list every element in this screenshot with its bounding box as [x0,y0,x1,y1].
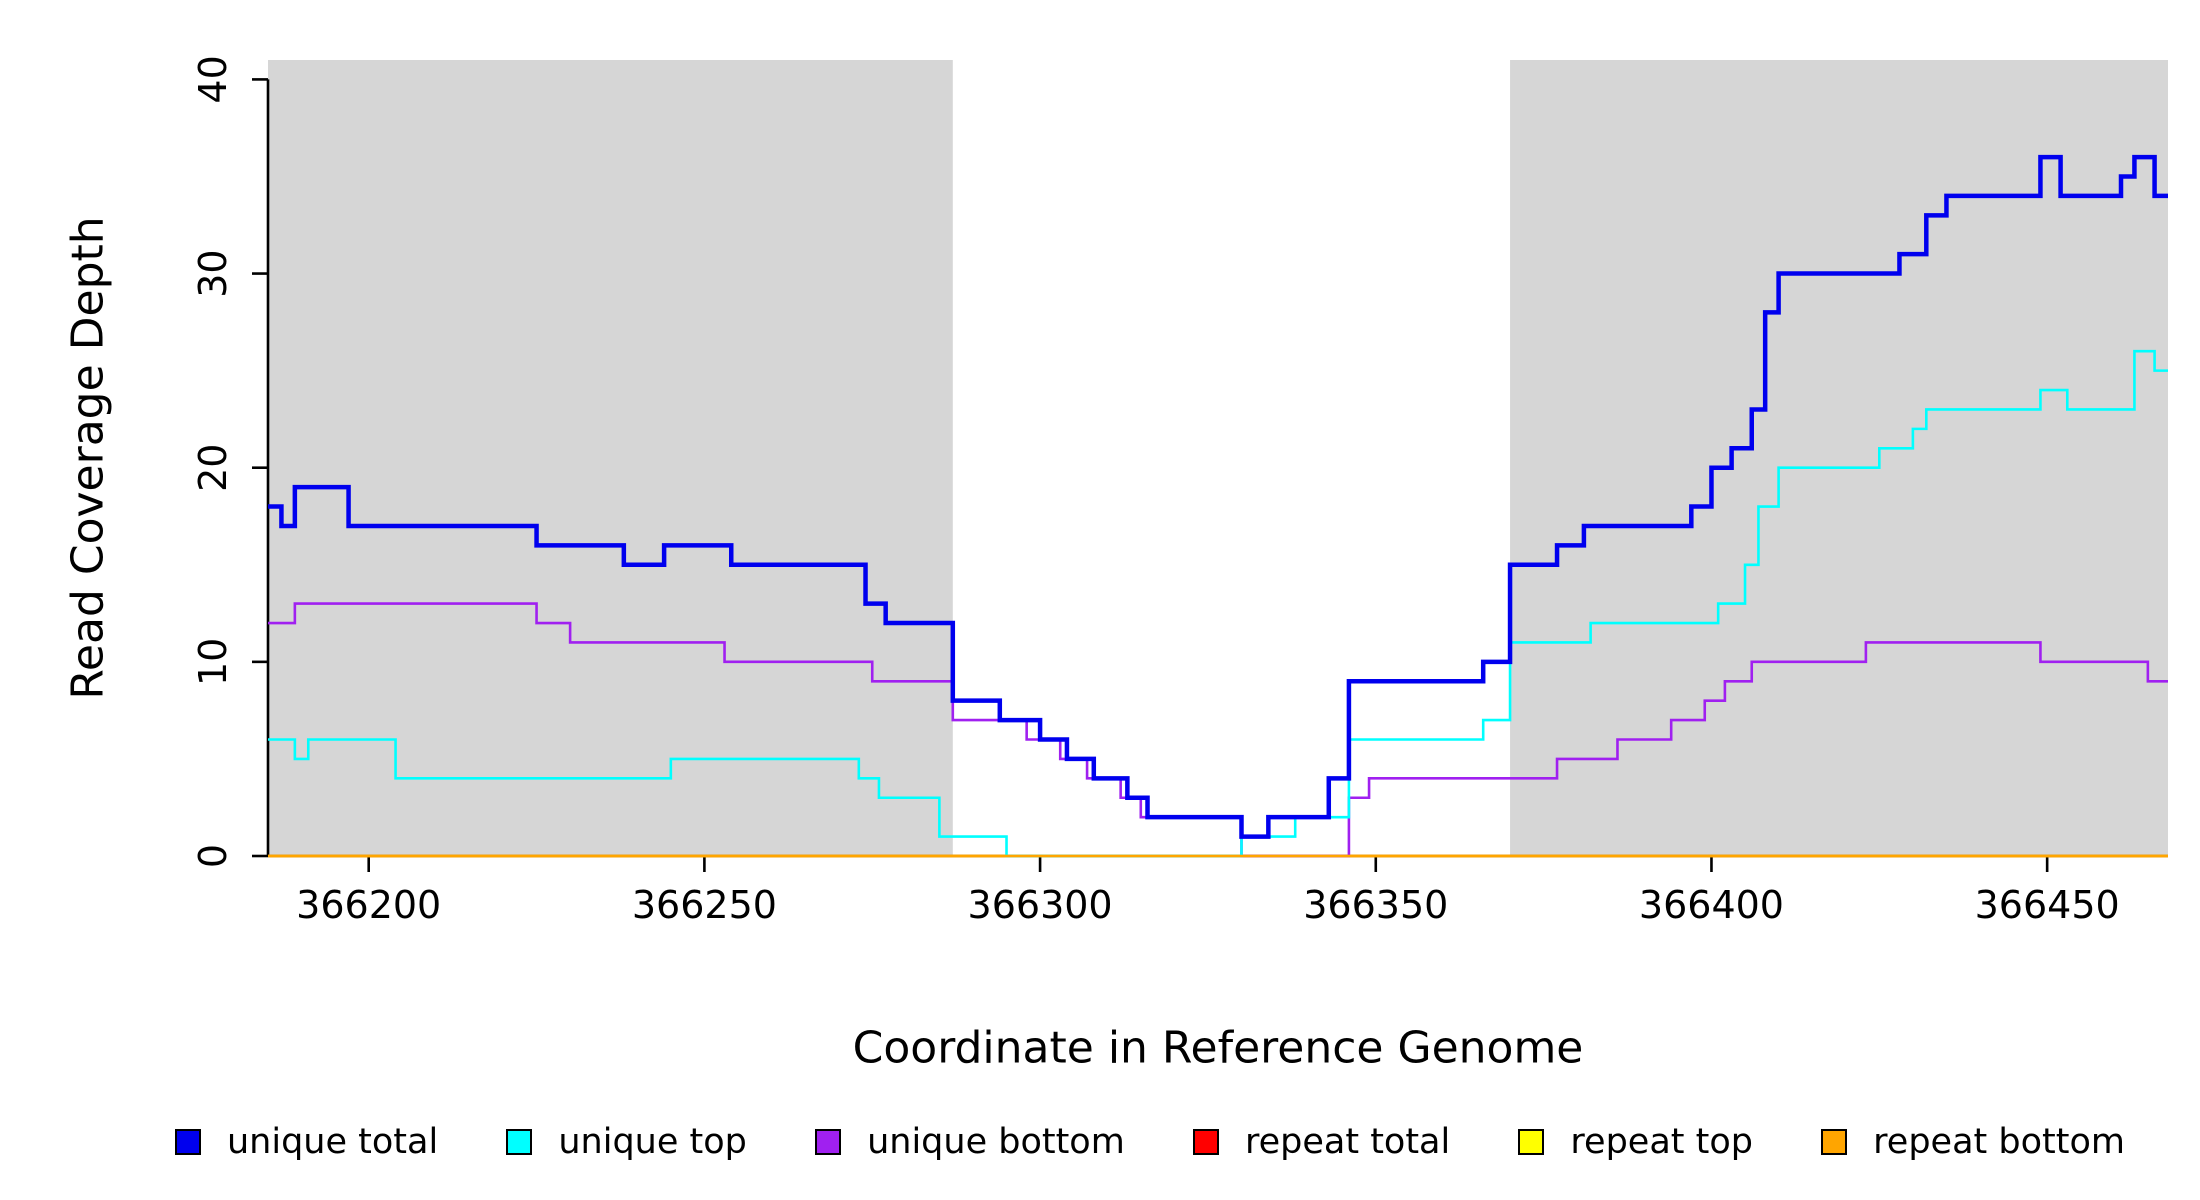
x-axis-title: Coordinate in Reference Genome [852,1022,1584,1074]
legend-item-repeat-top: repeat top [1518,1122,1753,1162]
y-tick-label: 40 [191,55,235,103]
legend-item-unique-total: unique total [175,1122,438,1162]
legend-swatch-repeat-total [1193,1129,1219,1155]
x-tick-label: 366250 [632,883,777,927]
x-tick-label: 366350 [1303,883,1448,927]
legend-swatch-unique-top [506,1129,533,1155]
series-unique-top [268,349,2168,858]
legend-item-unique-top: unique top [506,1122,747,1162]
legend-swatch-unique-bottom [815,1129,842,1155]
legend: unique total unique top unique bottom repea… [0,1122,2200,1162]
x-tick-label: 366300 [968,883,1113,927]
x-tick-label: 366400 [1639,883,1784,927]
legend-label: unique bottom [867,1122,1125,1162]
legend-label: repeat total [1245,1122,1451,1162]
legend-item-unique-bottom: unique bottom [815,1122,1125,1162]
shaded-region [268,60,953,856]
legend-swatch-repeat-top [1518,1129,1545,1155]
legend-label: repeat bottom [1873,1122,2125,1162]
legend-swatch-repeat-bottom [1821,1129,1848,1155]
legend-label: repeat top [1570,1122,1753,1162]
legend-item-repeat-total: repeat total [1193,1122,1450,1162]
series-unique-total [268,154,2168,839]
y-tick-label: 30 [191,249,235,297]
legend-label: unique top [558,1122,747,1162]
y-tick-label: 20 [191,444,235,492]
y-axis-title: Read Coverage Depth [62,216,114,700]
y-tick-label: 0 [191,844,235,868]
legend-item-repeat-bottom: repeat bottom [1821,1122,2125,1162]
legend-swatch-unique-total [175,1129,201,1155]
x-tick-label: 366450 [1975,883,2120,927]
legend-label: unique total [227,1122,439,1162]
y-tick-label: 10 [191,638,235,686]
chart-svg: 366200 366250 366300 366350 366400 366450 0 10 2… [191,55,2168,927]
x-tick-label: 366200 [296,883,441,927]
shaded-region [1510,60,2168,856]
